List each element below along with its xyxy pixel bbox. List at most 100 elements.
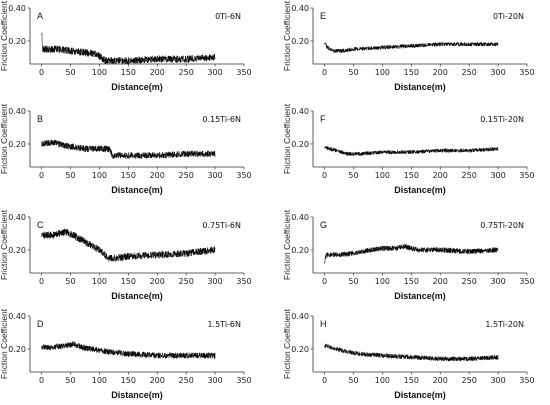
y-tick-label-f-0: 0.20 xyxy=(291,140,309,149)
x-tick-label-d-100: 100 xyxy=(92,376,107,385)
x-tick-label-a-350: 350 xyxy=(236,68,251,77)
x-tick-label-c-100: 100 xyxy=(92,277,107,286)
x-tick-label-e-300: 300 xyxy=(490,68,505,77)
x-tick-label-e-200: 200 xyxy=(433,68,448,77)
x-tick-label-c-250: 250 xyxy=(179,277,194,286)
x-tick-label-d-0: 0 xyxy=(39,376,44,385)
y-tick-label-b-0: 0.20 xyxy=(8,140,26,149)
y-tick-label-c-0: 0.20 xyxy=(8,246,26,255)
x-tick-label-g-300: 300 xyxy=(490,277,505,286)
x-tick-label-a-0: 0 xyxy=(39,68,44,77)
x-axis-title-g: Distance(m) xyxy=(394,291,446,301)
panel-grid: 0 50 100 150 200 250 300 350 0.20 0.40 Distance(m)… xyxy=(0,0,535,400)
x-tick-label-b-300: 300 xyxy=(207,171,222,180)
panel-h: 0 50 100 150 200 250 300 350 0.20 0.40 Distance(m)… xyxy=(282,308,535,400)
x-tick-label-g-50: 50 xyxy=(348,277,358,286)
x-tick-label-g-100: 100 xyxy=(375,277,390,286)
panel-letter-b: B xyxy=(37,114,43,124)
x-tick-label-h-100: 100 xyxy=(375,376,390,385)
friction-trace-a xyxy=(41,32,216,65)
y-tick-label-a-0: 0.20 xyxy=(8,37,26,46)
y-axis-title-g: Friction Coefficient xyxy=(282,209,292,280)
x-tick-label-g-350: 350 xyxy=(519,277,534,286)
condition-label-e: 0Ti-20N xyxy=(493,12,524,21)
y-tick-label-h-1: 0.40 xyxy=(291,312,309,321)
panel-letter-a: A xyxy=(37,11,43,21)
x-tick-label-a-50: 50 xyxy=(65,68,75,77)
panel-letter-g: G xyxy=(320,220,327,230)
x-tick-label-f-250: 250 xyxy=(462,171,477,180)
condition-label-f: 0.15Ti-20N xyxy=(480,115,524,124)
y-tick-label-d-1: 0.40 xyxy=(8,312,26,321)
x-tick-label-b-50: 50 xyxy=(65,171,75,180)
x-tick-label-e-50: 50 xyxy=(348,68,358,77)
x-tick-label-h-150: 150 xyxy=(404,376,419,385)
x-tick-label-c-50: 50 xyxy=(65,277,75,286)
x-tick-label-d-300: 300 xyxy=(207,376,222,385)
x-tick-label-e-350: 350 xyxy=(519,68,534,77)
panel-letter-h: H xyxy=(320,319,327,329)
friction-trace-c xyxy=(41,228,216,263)
y-axis-title-h: Friction Coefficient xyxy=(282,308,292,379)
y-axis-title-d: Friction Coefficient xyxy=(0,308,9,379)
y-axis-title-e: Friction Coefficient xyxy=(282,0,292,71)
panel-letter-f: F xyxy=(320,114,326,124)
x-tick-label-e-100: 100 xyxy=(375,68,390,77)
panel-b: 0 50 100 150 200 250 300 350 0.20 0.40 Distance(m)… xyxy=(0,103,252,195)
y-tick-label-e-0: 0.20 xyxy=(291,37,309,46)
x-tick-label-h-300: 300 xyxy=(490,376,505,385)
y-axis-title-a: Friction Coefficient xyxy=(0,0,9,71)
x-tick-label-f-300: 300 xyxy=(490,171,505,180)
friction-trace-f xyxy=(324,146,499,157)
x-tick-label-d-50: 50 xyxy=(65,376,75,385)
x-tick-label-b-100: 100 xyxy=(92,171,107,180)
condition-label-h: 1.5Ti-20N xyxy=(485,320,524,329)
y-tick-label-h-0: 0.20 xyxy=(291,345,309,354)
x-tick-label-b-200: 200 xyxy=(150,171,165,180)
y-tick-label-a-1: 0.40 xyxy=(8,4,26,13)
x-tick-label-f-350: 350 xyxy=(519,171,534,180)
panel-g: 0 50 100 150 200 250 300 350 0.20 0.40 Distance(m)… xyxy=(282,209,535,301)
y-tick-label-b-1: 0.40 xyxy=(8,107,26,116)
panel-c: 0 50 100 150 200 250 300 350 0.20 0.40 Distance(m)… xyxy=(0,209,252,301)
x-tick-label-a-200: 200 xyxy=(150,68,165,77)
x-tick-label-d-150: 150 xyxy=(121,376,136,385)
x-tick-label-f-150: 150 xyxy=(404,171,419,180)
y-tick-label-d-0: 0.20 xyxy=(8,345,26,354)
x-tick-label-g-200: 200 xyxy=(433,277,448,286)
y-tick-label-c-1: 0.40 xyxy=(8,213,26,222)
y-axis-title-b: Friction Coefficient xyxy=(0,103,9,174)
x-tick-label-e-0: 0 xyxy=(322,68,327,77)
friction-trace-d xyxy=(41,340,216,359)
x-axis-title-d: Distance(m) xyxy=(111,390,163,400)
panel-f: 0 50 100 150 200 250 300 350 0.20 0.40 Distance(m)… xyxy=(282,103,535,195)
x-tick-label-b-150: 150 xyxy=(121,171,136,180)
panel-letter-c: C xyxy=(37,220,44,230)
x-tick-label-c-0: 0 xyxy=(39,277,44,286)
condition-label-b: 0.15Ti-6N xyxy=(202,115,241,124)
panel-letter-d: D xyxy=(37,319,44,329)
y-tick-label-e-1: 0.40 xyxy=(291,4,309,13)
x-tick-label-f-50: 50 xyxy=(348,171,358,180)
x-tick-label-e-250: 250 xyxy=(462,68,477,77)
y-tick-label-g-1: 0.40 xyxy=(291,213,309,222)
x-tick-label-b-350: 350 xyxy=(236,171,251,180)
x-axis-title-f: Distance(m) xyxy=(394,185,446,195)
x-tick-label-c-300: 300 xyxy=(207,277,222,286)
x-tick-label-c-200: 200 xyxy=(150,277,165,286)
x-tick-label-b-250: 250 xyxy=(179,171,194,180)
friction-trace-e xyxy=(324,42,499,54)
condition-label-g: 0.75Ti-20N xyxy=(480,221,524,230)
x-tick-label-f-100: 100 xyxy=(375,171,390,180)
y-tick-label-g-0: 0.20 xyxy=(291,246,309,255)
condition-label-a: 0Ti-6N xyxy=(215,12,241,21)
x-axis-title-h: Distance(m) xyxy=(394,390,446,400)
friction-trace-b xyxy=(41,139,216,159)
panel-e: 0 50 100 150 200 250 300 350 0.20 0.40 Distance(m)… xyxy=(282,0,535,92)
x-tick-label-a-300: 300 xyxy=(207,68,222,77)
friction-trace-h xyxy=(324,343,499,362)
x-axis-title-a: Distance(m) xyxy=(111,82,163,92)
panel-letter-e: E xyxy=(320,11,326,21)
x-tick-label-h-250: 250 xyxy=(462,376,477,385)
x-tick-label-d-250: 250 xyxy=(179,376,194,385)
